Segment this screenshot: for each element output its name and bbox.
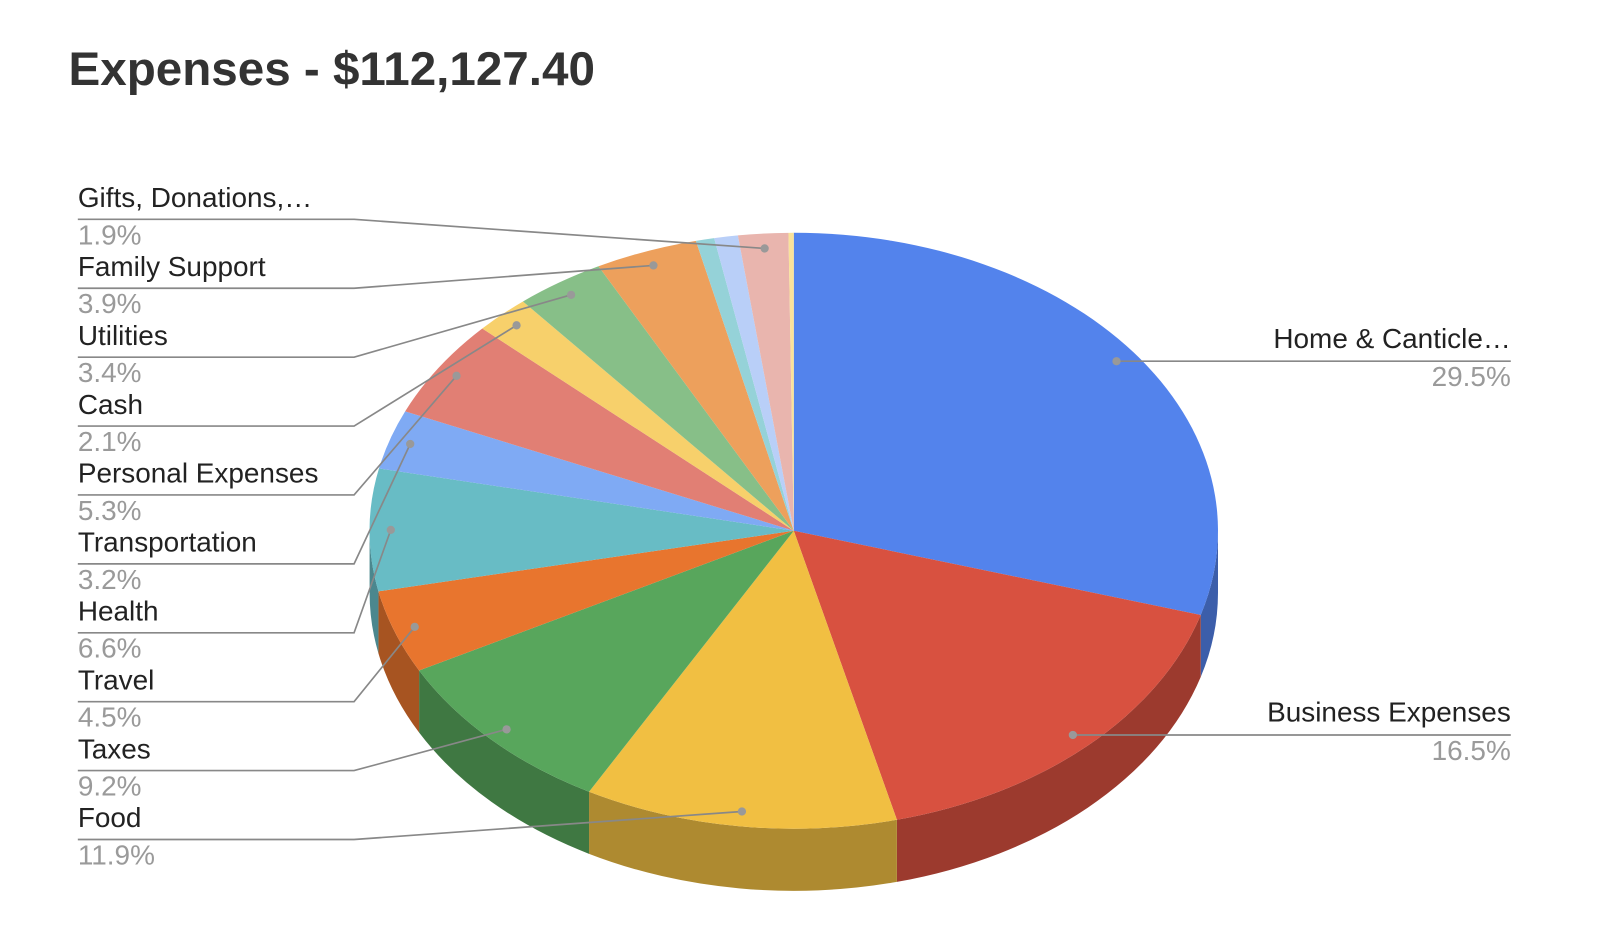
slice-side: [896, 614, 1201, 882]
label-name: Food: [78, 802, 142, 833]
label-name: Taxes: [78, 733, 151, 764]
slice: [522, 266, 794, 531]
label-name: Utilities: [78, 320, 168, 351]
slice: [378, 411, 794, 531]
slice-side: [419, 670, 590, 854]
slice: [737, 232, 794, 531]
leader-line: [77, 294, 572, 358]
slice: [793, 530, 1201, 820]
chart-title: Expenses - $112,127.40: [69, 43, 595, 96]
leader-line: [77, 218, 765, 250]
slice: [369, 468, 794, 592]
leader-line: [77, 810, 742, 841]
leader-dot: [502, 725, 511, 734]
leader-dot: [760, 244, 769, 253]
slice: [598, 240, 794, 531]
label-name: Travel: [78, 664, 155, 695]
slice: [378, 530, 794, 671]
slice: [419, 530, 794, 792]
leader-dot: [566, 290, 576, 299]
label-name: Health: [78, 596, 159, 627]
label-name: Family Support: [78, 251, 266, 282]
slice: [714, 235, 794, 531]
leader-dot: [649, 261, 658, 270]
leader-line: [77, 324, 517, 427]
leader-line: [77, 626, 416, 703]
label-value: 9.2%: [78, 771, 142, 802]
label-value: 3.9%: [78, 288, 142, 319]
slice-side: [378, 591, 420, 733]
label-value: 3.4%: [78, 357, 142, 388]
leader-dot: [512, 321, 521, 330]
label-name: Personal Expenses: [78, 458, 319, 489]
label-value: 4.5%: [78, 702, 142, 733]
slice: [793, 232, 1218, 615]
label-value: 2.1%: [78, 426, 142, 457]
leader-dot: [737, 807, 747, 816]
label-name: Home & Canticle…: [1273, 323, 1510, 354]
label-value: 29.5%: [1432, 361, 1511, 392]
leader-line: [77, 375, 458, 496]
label-name: Transportation: [78, 527, 257, 558]
label-value: 1.9%: [78, 219, 142, 250]
label-value: 16.5%: [1432, 735, 1511, 766]
label-value: 5.3%: [78, 495, 142, 526]
slice: [695, 238, 794, 531]
slice-side: [1200, 530, 1218, 678]
leader-line: [77, 443, 411, 565]
leader-dot: [1068, 730, 1077, 740]
slice: [482, 301, 794, 531]
slice: [788, 232, 794, 531]
slice: [405, 328, 794, 531]
leader-dot: [1112, 357, 1121, 366]
leader-line: [77, 529, 392, 634]
leader-dot: [452, 371, 461, 380]
label-value: 11.9%: [78, 839, 155, 870]
label-name: Business Expenses: [1267, 697, 1511, 728]
label-name: Cash: [78, 389, 143, 420]
leader-dot: [410, 622, 419, 631]
leader-dot: [406, 439, 415, 449]
slice-side: [369, 530, 379, 654]
label-value: 6.6%: [78, 633, 142, 664]
label-value: 3.2%: [78, 564, 142, 595]
leader-dot: [386, 525, 395, 535]
slice: [589, 530, 897, 829]
leader-line: [77, 728, 507, 772]
leader-line: [77, 264, 654, 290]
label-name: Gifts, Donations,…: [78, 182, 312, 213]
